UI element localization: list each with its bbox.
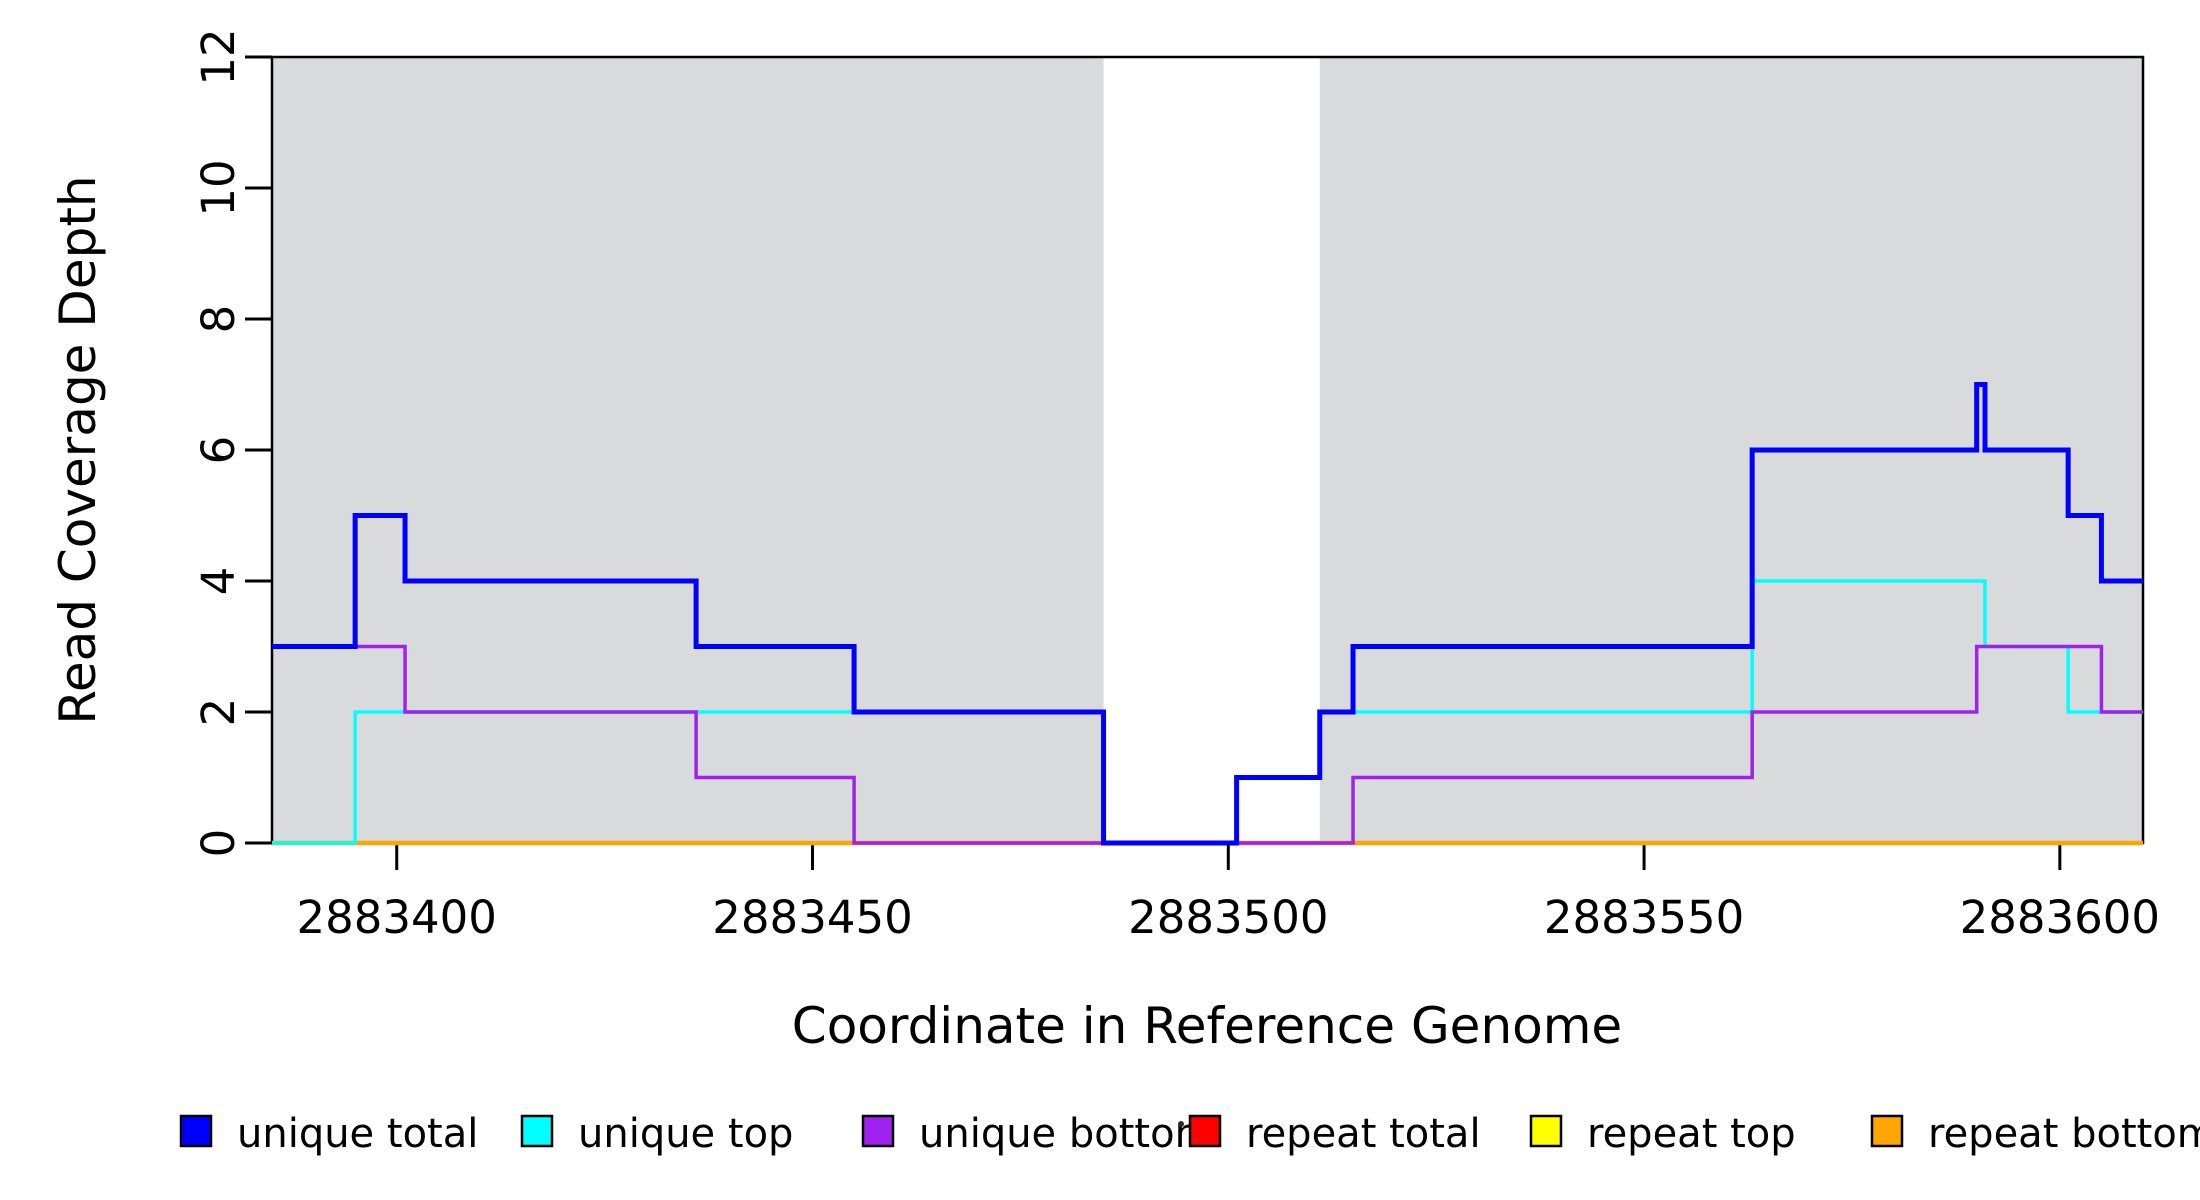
legend-label-repeat-total: repeat total: [1246, 1111, 1481, 1157]
series-unique-total-line: [272, 382, 2143, 846]
legend-swatch-unique-top: [520, 1114, 554, 1148]
stray-dot-mark: [1178, 1121, 1184, 1127]
legend-label-unique-bottom: unique bottom: [919, 1111, 1214, 1157]
y-tick-label: 10: [192, 159, 245, 216]
y-tick-label: 8: [192, 305, 245, 334]
y-tick-label: 4: [192, 567, 245, 596]
legend-swatch-unique-bottom: [861, 1114, 895, 1148]
y-tick-label: 6: [192, 436, 245, 465]
legend-swatch-repeat-bottom: [1870, 1114, 1904, 1148]
y-axis: 0 2 4 6 8 10 12: [192, 28, 272, 857]
x-tick-label: 2883600: [1960, 891, 2160, 944]
x-tick-label: 2883450: [712, 891, 912, 944]
y-tick-label: 2: [192, 698, 245, 727]
x-axis-title: Coordinate in Reference Genome: [792, 997, 1622, 1055]
x-tick-label: 2883550: [1544, 891, 1744, 944]
legend-label-repeat-bottom: repeat bottom: [1928, 1111, 2200, 1157]
x-axis: 2883400 2883450 2883500 2883550 2883600: [297, 843, 2160, 944]
legend-swatch-unique-total: [179, 1114, 213, 1148]
y-tick-label: 12: [192, 28, 245, 85]
legend-label-unique-total: unique total: [237, 1111, 478, 1157]
shaded-band: [272, 57, 1104, 843]
legend-label-unique-top: unique top: [578, 1111, 793, 1157]
legend-label-repeat-top: repeat top: [1587, 1111, 1796, 1157]
legend-swatch-repeat-total: [1188, 1114, 1222, 1148]
x-tick-label: 2883500: [1128, 891, 1328, 944]
x-tick-label: 2883400: [297, 891, 497, 944]
series-unique-bottom-line: [272, 644, 2143, 845]
y-axis-title: Read Coverage Depth: [49, 175, 107, 724]
series-lines: [272, 382, 2143, 846]
y-tick-label: 0: [192, 829, 245, 858]
legend: unique total unique top unique bottom repea…: [179, 1111, 2200, 1157]
legend-swatch-repeat-top: [1529, 1114, 1563, 1148]
